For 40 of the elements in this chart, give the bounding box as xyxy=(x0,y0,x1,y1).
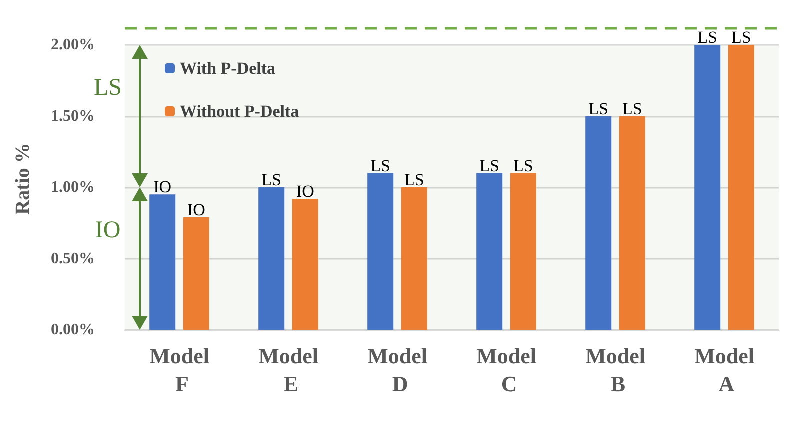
x-tick-label: Model D xyxy=(368,344,428,396)
x-tick-label: Model A xyxy=(694,344,754,396)
legend-label: With P-Delta xyxy=(180,59,276,78)
x-tick-label: Model C xyxy=(476,344,536,396)
y-tick-label: 0.00% xyxy=(51,322,95,338)
bar xyxy=(728,45,754,330)
bar xyxy=(258,188,285,330)
data-label: LS xyxy=(731,28,752,48)
bar xyxy=(619,116,646,330)
bar xyxy=(183,217,210,330)
data-label: LS xyxy=(262,170,282,190)
data-label: LS xyxy=(622,99,642,118)
y-tick-label: 2.00% xyxy=(51,36,95,54)
y-tick-label: 1.50% xyxy=(51,108,95,125)
bar xyxy=(150,194,176,330)
legend-label: Without P-Delta xyxy=(180,102,300,121)
data-label: LS xyxy=(480,156,500,176)
bar xyxy=(476,173,503,330)
bar xyxy=(694,45,721,330)
y-axis-title: Ratio % xyxy=(12,143,34,215)
band-label: IO xyxy=(95,217,121,244)
data-label: LS xyxy=(513,156,534,176)
data-label: IO xyxy=(154,178,172,197)
data-label: IO xyxy=(296,182,314,201)
data-label: LS xyxy=(588,99,609,118)
y-tick-label: 0.50% xyxy=(51,250,95,268)
bar xyxy=(292,198,318,330)
y-tick-label: 1.00% xyxy=(51,179,95,196)
x-tick-label: Model B xyxy=(586,344,646,396)
x-tick-label: Model E xyxy=(258,344,318,396)
data-label: LS xyxy=(370,156,391,176)
data-label: LS xyxy=(698,28,718,48)
bar xyxy=(510,173,536,330)
data-label: LS xyxy=(404,170,424,190)
band-label: LS xyxy=(94,74,122,101)
bar xyxy=(586,116,612,330)
x-tick-label: Model F xyxy=(150,344,210,396)
bar xyxy=(401,188,428,330)
bar xyxy=(368,173,394,330)
data-label: IO xyxy=(187,200,206,220)
